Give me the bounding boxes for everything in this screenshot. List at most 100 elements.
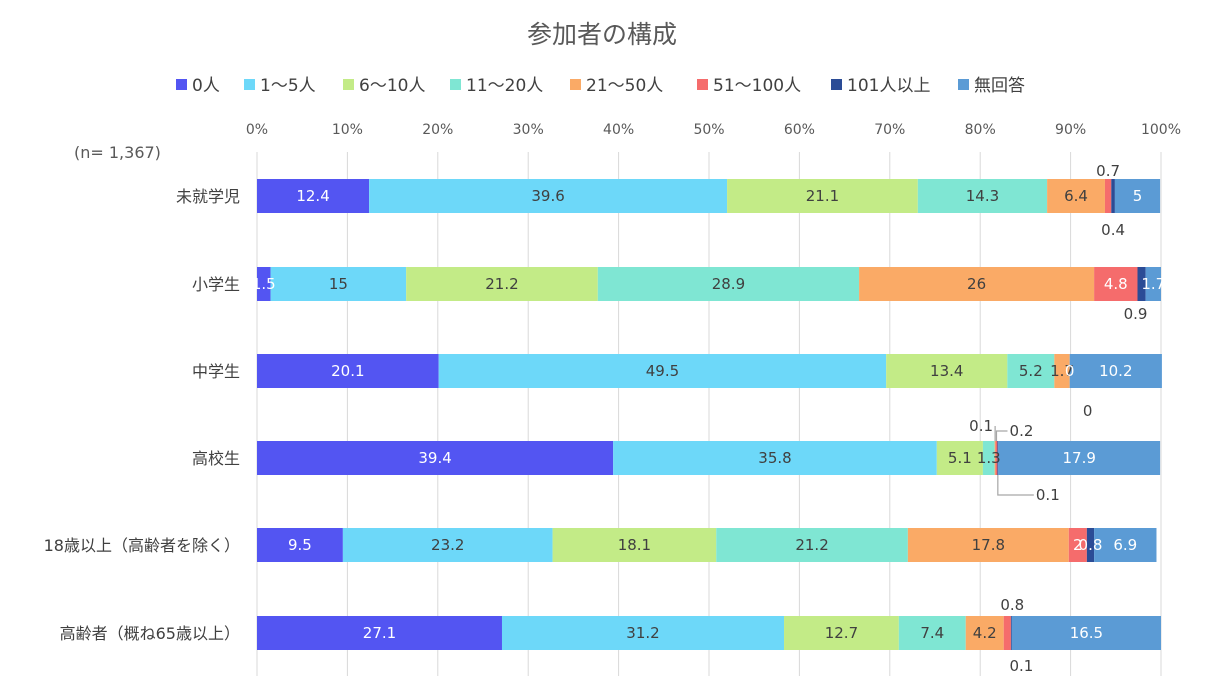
bar-segment <box>907 528 1069 562</box>
legend-label: 無回答 <box>974 76 1025 96</box>
bar-segment <box>886 354 1008 388</box>
data-label: 17.8 <box>972 536 1005 554</box>
bar-segment <box>1137 267 1146 301</box>
legend-label: 101人以上 <box>847 76 930 96</box>
leader-line <box>995 430 1008 441</box>
sample-size-note: (n= 1,367) <box>74 143 161 162</box>
bar-segment <box>1114 179 1161 213</box>
bar-segment <box>1068 528 1087 562</box>
x-tick-label: 40% <box>603 122 634 138</box>
leader-line <box>997 475 1034 496</box>
data-label: 0.9 <box>1124 305 1148 323</box>
legend-label: 1～5人 <box>260 76 316 96</box>
bar-segment <box>1047 179 1105 213</box>
bar-segment <box>406 267 598 301</box>
legend-swatch <box>244 79 255 90</box>
bar-segment <box>998 441 1161 475</box>
x-tick-label: 100% <box>1141 122 1181 138</box>
x-tick-label: 80% <box>965 122 996 138</box>
category-label: 高齢者（概ね65歳以上） <box>60 624 240 643</box>
data-label: 5.2 <box>1019 362 1043 380</box>
bar-segment <box>1104 179 1112 213</box>
data-label: 0.1 <box>1009 657 1033 675</box>
legend-swatch <box>958 79 969 90</box>
category-label: 未就学児 <box>176 187 240 206</box>
data-label: 0 <box>1065 362 1075 380</box>
bar-segment <box>995 441 998 475</box>
legend-swatch <box>176 79 187 90</box>
x-tick-label: 70% <box>874 122 905 138</box>
bar-segment <box>1007 354 1055 388</box>
bar-segment <box>369 179 728 213</box>
data-label: 27.1 <box>363 624 396 642</box>
data-label: 20.1 <box>331 362 364 380</box>
bar-segment <box>1094 528 1157 562</box>
legend-label: 6～10人 <box>359 76 425 96</box>
data-label: 0.2 <box>1010 422 1034 440</box>
legend-label: 0人 <box>192 76 220 96</box>
data-label: 16.5 <box>1070 624 1103 642</box>
data-label: 18.1 <box>618 536 651 554</box>
data-label: 6.4 <box>1064 187 1088 205</box>
data-label: 15 <box>329 275 348 293</box>
data-label: 4.2 <box>973 624 997 642</box>
data-label: 9.5 <box>288 536 312 554</box>
data-label: 7.4 <box>920 624 944 642</box>
data-label: 1.7 <box>1141 275 1165 293</box>
gridlines <box>256 152 1162 676</box>
legend-label: 51～100人 <box>713 76 801 96</box>
category-label: 中学生 <box>192 362 240 381</box>
bar-segment <box>727 179 918 213</box>
bar-segment <box>1003 616 1011 650</box>
category-label: 高校生 <box>192 449 240 468</box>
data-label: 0.7 <box>1096 162 1120 180</box>
data-label: 49.5 <box>646 362 679 380</box>
bar-segment <box>716 528 908 562</box>
bar-segment <box>342 528 553 562</box>
data-labels: 12.4 39.6 21.1 14.3 6.4 0.7 0.4 5 1.5 15 21.2 28.9 2… <box>252 162 1165 675</box>
legend-swatch <box>831 79 842 90</box>
data-label: 17.9 <box>1062 449 1095 467</box>
data-label: 21.2 <box>795 536 828 554</box>
x-tick-label: 20% <box>422 122 453 138</box>
bar-segment <box>552 528 717 562</box>
legend-swatch <box>570 79 581 90</box>
bar-segment <box>270 267 407 301</box>
data-label: 0.1 <box>969 417 993 435</box>
bar-segment <box>1011 616 1161 650</box>
bar-segment <box>994 441 996 475</box>
data-label: 13.4 <box>930 362 963 380</box>
bar-segment <box>965 616 1004 650</box>
data-label: 21.1 <box>806 187 839 205</box>
bar-segment <box>1086 528 1095 562</box>
data-label: 0.4 <box>1101 221 1125 239</box>
data-label: 4.8 <box>1104 275 1128 293</box>
legend-label: 21～50人 <box>586 76 663 96</box>
data-label: 31.2 <box>626 624 659 642</box>
data-label: 0.1 <box>1036 486 1060 504</box>
data-label: 6.9 <box>1113 536 1137 554</box>
bar-segment <box>257 528 343 562</box>
x-tick-label: 10% <box>332 122 363 138</box>
data-label: 21.2 <box>485 275 518 293</box>
bar-segment <box>1145 267 1161 301</box>
data-label: 10.2 <box>1099 362 1132 380</box>
bar-segment <box>1069 354 1162 388</box>
legend-swatch <box>697 79 708 90</box>
data-label: 0 <box>1083 402 1093 420</box>
category-label: 18歳以上（高齢者を除く） <box>44 536 240 555</box>
bar-segment <box>1054 354 1070 388</box>
x-tick-label: 60% <box>784 122 815 138</box>
bar-segment <box>997 441 999 475</box>
bar-segment <box>257 441 614 475</box>
data-label: 1.5 <box>252 275 276 293</box>
chart-title: 参加者の構成 <box>527 20 677 49</box>
bar-segment <box>936 441 983 475</box>
data-label: 1.3 <box>977 449 1001 467</box>
bar-segment <box>257 267 271 301</box>
data-label: 5.1 <box>948 449 972 467</box>
legend: 0人 1～5人 6～10人 11～20人 21～50人 51～100人 101人以上 無回答 <box>176 76 1025 96</box>
bar-segment <box>1094 267 1138 301</box>
